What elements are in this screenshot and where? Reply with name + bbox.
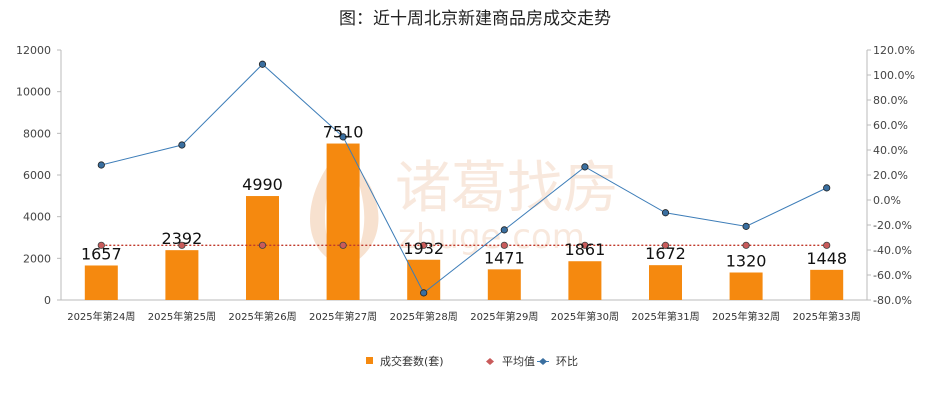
mom-point xyxy=(581,163,589,171)
x-tick-label: 2025年第29周 xyxy=(470,310,538,323)
mom-point xyxy=(339,133,347,141)
average-point xyxy=(420,241,428,249)
bar xyxy=(326,143,360,300)
chart-title: 图：近十周北京新建商品房成交走势 xyxy=(339,9,611,29)
average-series xyxy=(97,241,831,249)
bar-data-label: 1320 xyxy=(726,252,767,271)
bar xyxy=(84,265,118,300)
average-point xyxy=(742,241,750,249)
average-point xyxy=(500,241,508,249)
bar-data-label: 4990 xyxy=(242,175,283,194)
mom-line xyxy=(101,63,827,294)
x-tick-label: 2025年第31周 xyxy=(631,310,699,323)
y-left-tick-label: 12000 xyxy=(16,44,51,57)
y-right-tick-label: 40.0% xyxy=(873,144,908,157)
mom-point xyxy=(178,141,186,149)
bar xyxy=(487,269,521,300)
legend: 成交套数(套) 平均值 环比 xyxy=(366,354,578,368)
mom-point xyxy=(742,222,750,230)
legend-item-mom: 环比 xyxy=(556,355,578,368)
bar-data-label: 1672 xyxy=(645,244,686,263)
legend-item-bar: 成交套数(套) xyxy=(380,354,444,368)
y-right-tick-label: 100.0% xyxy=(873,69,915,82)
y-left-tick-label: 4000 xyxy=(23,211,51,224)
x-tick-label: 2025年第33周 xyxy=(793,310,861,323)
bar-data-label: 1932 xyxy=(403,239,444,258)
y-right-tick-label: 20.0% xyxy=(873,169,908,182)
bar xyxy=(649,265,682,300)
average-point xyxy=(581,241,589,249)
average-point xyxy=(339,241,347,249)
y-left-tick-label: 8000 xyxy=(23,127,51,140)
x-tick-label: 2025年第27周 xyxy=(309,310,377,323)
bar xyxy=(165,250,199,300)
mom-point xyxy=(420,289,428,297)
mom-point xyxy=(823,184,831,192)
legend-item-avg: 平均值 xyxy=(502,355,535,368)
average-point xyxy=(661,241,670,249)
mom-point xyxy=(258,60,267,68)
y-right-tick-label: 0.0% xyxy=(873,194,901,207)
x-tick-label: 2025年第28周 xyxy=(390,310,458,323)
y-left-tick-label: 6000 xyxy=(23,169,51,182)
x-tick-label: 2025年第25周 xyxy=(148,310,216,323)
bar-data-label: 7510 xyxy=(323,123,364,142)
y-left-tick-label: 2000 xyxy=(23,252,51,265)
y-right-tick-label: 60.0% xyxy=(873,119,908,132)
y-right-tick-label: -20.0% xyxy=(873,219,912,232)
bar-data-label: 1861 xyxy=(565,240,606,259)
bar xyxy=(729,272,763,300)
legend-bar-marker-icon xyxy=(366,357,373,364)
watermark-logo-icon xyxy=(310,150,379,265)
mom-point xyxy=(500,226,508,234)
average-point xyxy=(258,241,267,249)
bar-data-label: 2392 xyxy=(162,229,203,248)
mom-point xyxy=(661,209,670,217)
bar xyxy=(568,261,602,300)
y-left-tick-label: 10000 xyxy=(16,86,51,99)
x-tick-label: 2025年第26周 xyxy=(228,310,296,323)
average-point xyxy=(97,241,105,249)
bar xyxy=(810,269,844,300)
watermark-brand-en: zhuge.com xyxy=(398,217,585,257)
watermark: 诸葛找房 zhuge.com xyxy=(310,150,619,265)
x-tick-label: 2025年第32周 xyxy=(712,310,780,323)
x-tick-label: 2025年第30周 xyxy=(551,310,619,323)
average-point xyxy=(823,241,831,249)
bar-data-label: 1448 xyxy=(806,249,847,268)
y-right-tick-label: 80.0% xyxy=(873,94,908,107)
data-labels: 1657 2392 4990 7510 1932 1471 1861 1672 1320 1448 xyxy=(81,123,847,271)
average-point xyxy=(178,241,186,249)
legend-avg-marker-icon xyxy=(486,358,494,365)
mom-point xyxy=(97,161,105,169)
bar-data-label: 1657 xyxy=(81,244,122,263)
y-right-tick-label: -80.0% xyxy=(873,294,912,307)
y-left-tick-label: 0 xyxy=(44,294,51,307)
y-right-tick-label: 120.0% xyxy=(873,44,915,57)
legend-mom-marker-icon xyxy=(539,358,547,365)
x-tick-label: 2025年第24周 xyxy=(67,310,135,323)
mom-series xyxy=(97,60,831,297)
y-right-tick-label: -40.0% xyxy=(873,244,912,257)
bar-data-label: 1471 xyxy=(484,248,525,267)
y-right-tick-label: -60.0% xyxy=(873,269,912,282)
